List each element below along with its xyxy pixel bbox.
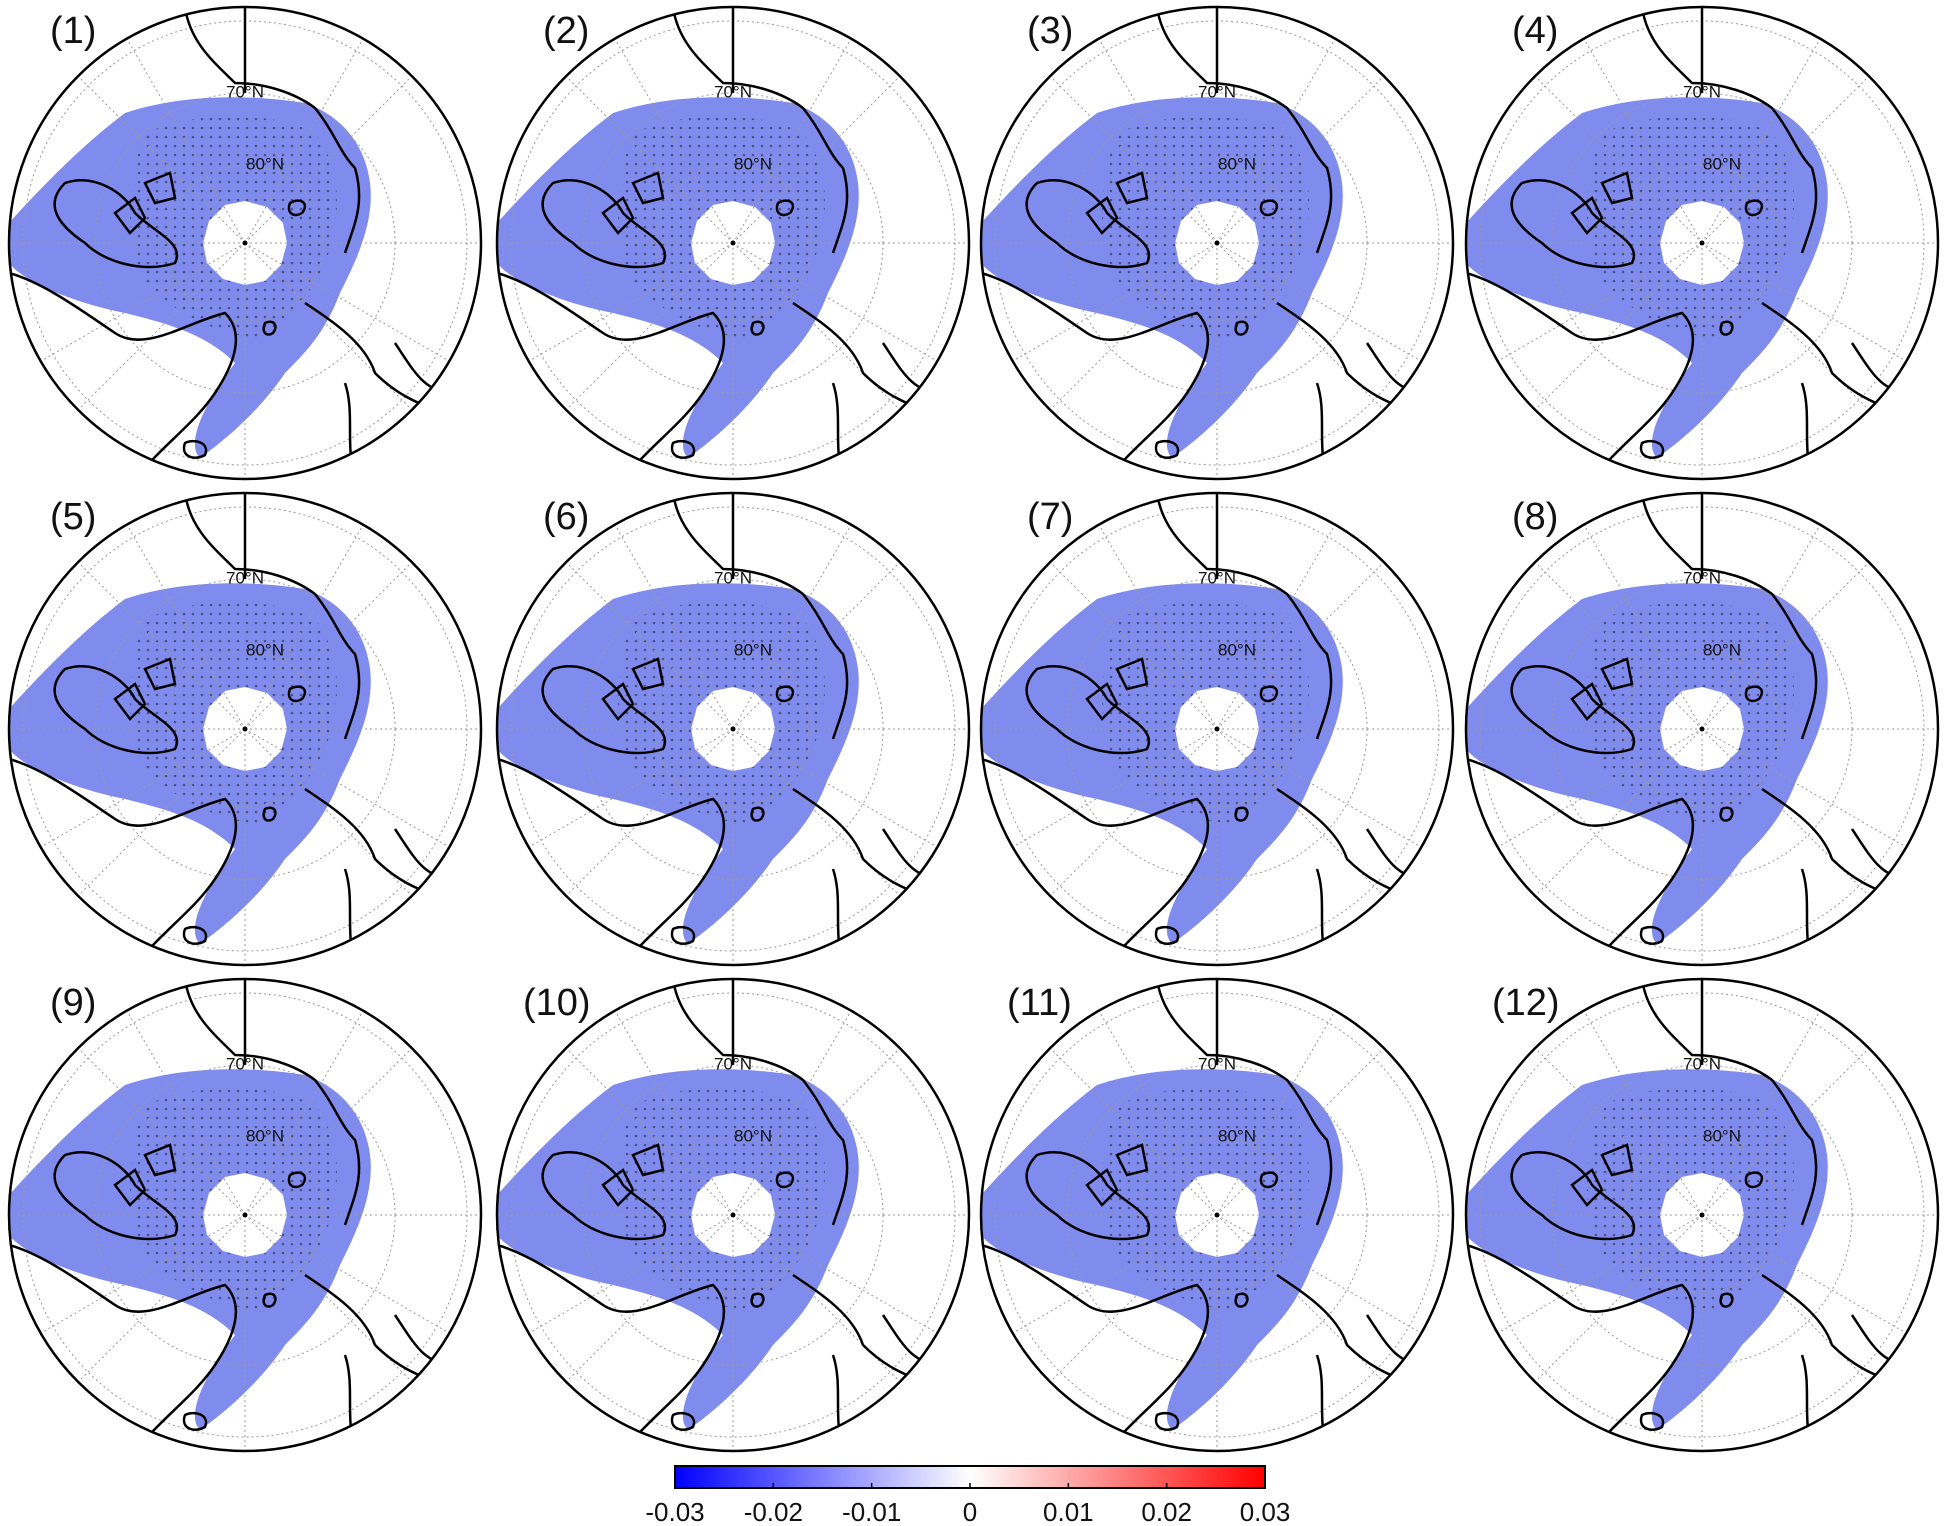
lat-label: 70°N bbox=[714, 82, 752, 101]
polar-map bbox=[497, 493, 969, 965]
lat-label: 80°N bbox=[1218, 1126, 1256, 1145]
panel-label: (11) bbox=[1007, 982, 1072, 1024]
polar-map bbox=[981, 493, 1453, 965]
map-panel: 70°N 80°N (3) bbox=[981, 7, 1453, 479]
lat-label: 80°N bbox=[1703, 154, 1741, 173]
lat-label: 70°N bbox=[226, 1054, 264, 1073]
panel-label: (1) bbox=[50, 10, 96, 52]
colorbar-tick-label: 0.03 bbox=[1240, 1497, 1291, 1526]
colorbar-tick-label: -0.01 bbox=[842, 1497, 901, 1526]
panel-label: (3) bbox=[1027, 10, 1073, 52]
lat-label: 70°N bbox=[1683, 82, 1721, 101]
polar-map bbox=[1466, 979, 1938, 1451]
lat-label: 70°N bbox=[1683, 568, 1721, 587]
panel-label: (6) bbox=[543, 496, 589, 538]
lat-label: 80°N bbox=[734, 154, 772, 173]
map-panel: 70°N 80°N (5) bbox=[9, 493, 481, 965]
lat-label: 70°N bbox=[1198, 1054, 1236, 1073]
lat-label: 70°N bbox=[714, 568, 752, 587]
panel-label: (10) bbox=[523, 982, 591, 1024]
polar-map bbox=[981, 7, 1453, 479]
panel-label: (2) bbox=[543, 10, 589, 52]
panel-label: (4) bbox=[1512, 10, 1558, 52]
lat-label: 80°N bbox=[246, 640, 284, 659]
map-panel: 70°N 80°N (4) bbox=[1466, 7, 1938, 479]
polar-map bbox=[9, 979, 481, 1451]
lat-label: 80°N bbox=[246, 1126, 284, 1145]
lat-label: 70°N bbox=[226, 82, 264, 101]
panel-label: (7) bbox=[1027, 496, 1073, 538]
colorbar-tick-label: -0.03 bbox=[645, 1497, 704, 1526]
lat-label: 70°N bbox=[226, 568, 264, 587]
colorbar-tick-label: 0 bbox=[963, 1497, 977, 1526]
polar-map bbox=[981, 979, 1453, 1451]
lat-label: 80°N bbox=[1218, 154, 1256, 173]
colorbar-tick-label: -0.02 bbox=[744, 1497, 803, 1526]
polar-map bbox=[9, 7, 481, 479]
panel-label: (8) bbox=[1512, 496, 1558, 538]
polar-map bbox=[497, 7, 969, 479]
lat-label: 80°N bbox=[1703, 640, 1741, 659]
polar-map bbox=[497, 979, 969, 1451]
polar-map bbox=[1466, 493, 1938, 965]
map-panel: 70°N 80°N (12) bbox=[1466, 979, 1938, 1451]
map-panel: 70°N 80°N (8) bbox=[1466, 493, 1938, 965]
panel-label: (9) bbox=[50, 982, 96, 1024]
lat-label: 80°N bbox=[1703, 1126, 1741, 1145]
polar-map bbox=[9, 493, 481, 965]
lat-label: 80°N bbox=[734, 640, 772, 659]
lat-label: 80°N bbox=[1218, 640, 1256, 659]
map-panel: 70°N 80°N (7) bbox=[981, 493, 1453, 965]
panel-label: (5) bbox=[50, 496, 96, 538]
colorbar-tick-label: 0.01 bbox=[1043, 1497, 1094, 1526]
lat-label: 70°N bbox=[714, 1054, 752, 1073]
lat-label: 80°N bbox=[246, 154, 284, 173]
lat-label: 70°N bbox=[1683, 1054, 1721, 1073]
map-panel: 70°N 80°N (9) bbox=[9, 979, 481, 1451]
map-panel: 70°N 80°N (2) bbox=[497, 7, 969, 479]
lat-label: 80°N bbox=[734, 1126, 772, 1145]
map-panel: 70°N 80°N (11) bbox=[981, 979, 1453, 1451]
polar-map bbox=[1466, 7, 1938, 479]
lat-label: 70°N bbox=[1198, 568, 1236, 587]
map-panel: 70°N 80°N (1) bbox=[9, 7, 481, 479]
panel-label: (12) bbox=[1492, 982, 1560, 1024]
colorbar-tick-label: 0.02 bbox=[1141, 1497, 1192, 1526]
map-panel: 70°N 80°N (10) bbox=[497, 979, 969, 1451]
map-panel: 70°N 80°N (6) bbox=[497, 493, 969, 965]
lat-label: 70°N bbox=[1198, 82, 1236, 101]
